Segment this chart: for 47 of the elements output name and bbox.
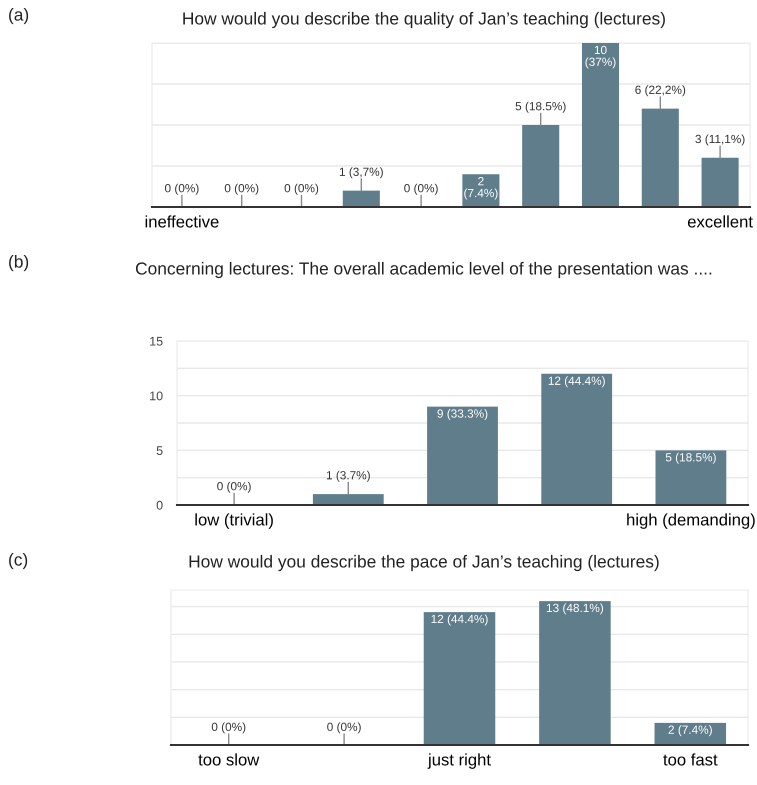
text: (c)	[9, 553, 28, 570]
text: (b)	[9, 255, 28, 272]
data-label: 3 (11,1%)	[695, 134, 745, 146]
data-label: 9 (33.3%)	[437, 409, 488, 420]
data-label: 0 (0%)	[327, 722, 361, 734]
data-label: 2 (7.4%)	[464, 176, 498, 200]
x-tick-label: low (trivial)	[195, 513, 273, 529]
y-tick-label: 10	[150, 391, 163, 400]
data-label: 1 (3.7%)	[326, 470, 370, 482]
chart-title: How would you describe the pace of Jan’s teaching (lectures)	[190, 554, 659, 572]
bar	[427, 406, 498, 505]
bar	[656, 450, 726, 505]
bar	[582, 43, 620, 207]
data-label: 12 (44.4%)	[432, 614, 488, 626]
x-tick-label: excellent	[688, 215, 753, 228]
chart-title: How would you describe the quality of Jan’s teaching (lectures)	[183, 12, 665, 28]
data-label: 10 (37%)	[585, 46, 616, 68]
bar	[642, 108, 679, 207]
y-tick-label: 0	[156, 500, 163, 510]
data-label: 0 (0%)	[212, 722, 246, 734]
bar	[522, 125, 560, 207]
bar	[312, 494, 384, 505]
x-tick-label: high (demanding)	[627, 513, 755, 529]
data-label: 0 (0%)	[217, 482, 251, 493]
text: (a)	[9, 8, 28, 24]
x-tick-label: too fast	[663, 753, 718, 766]
bar	[342, 190, 380, 207]
data-label: 0 (0%)	[404, 184, 438, 195]
data-label: 6 (22,2%)	[635, 85, 686, 96]
data-label: 13 (48.1%)	[546, 603, 604, 614]
x-tick-label: too slow	[198, 753, 260, 766]
x-tick-label: ineffective	[146, 215, 219, 228]
y-tick-label: 5	[156, 446, 163, 455]
data-label: 12 (44.4%)	[548, 376, 605, 388]
x-tick-label: just right	[428, 753, 491, 769]
data-label: 0 (0%)	[284, 184, 318, 195]
chart-title: Concerning lectures: The overall academic level of the presentation was ....	[136, 262, 712, 278]
bar	[541, 374, 612, 505]
data-label: 1 (3,7%)	[340, 167, 383, 178]
data-label: 2 (7.4%)	[668, 725, 712, 736]
data-label: 5 (18.5%)	[516, 102, 566, 113]
bar	[462, 174, 500, 207]
data-label: 0 (0%)	[164, 184, 199, 195]
data-label: 0 (0%)	[224, 184, 258, 195]
y-tick-label: 15	[150, 336, 163, 346]
bar	[702, 158, 739, 207]
data-label: 5 (18.5%)	[666, 452, 716, 464]
